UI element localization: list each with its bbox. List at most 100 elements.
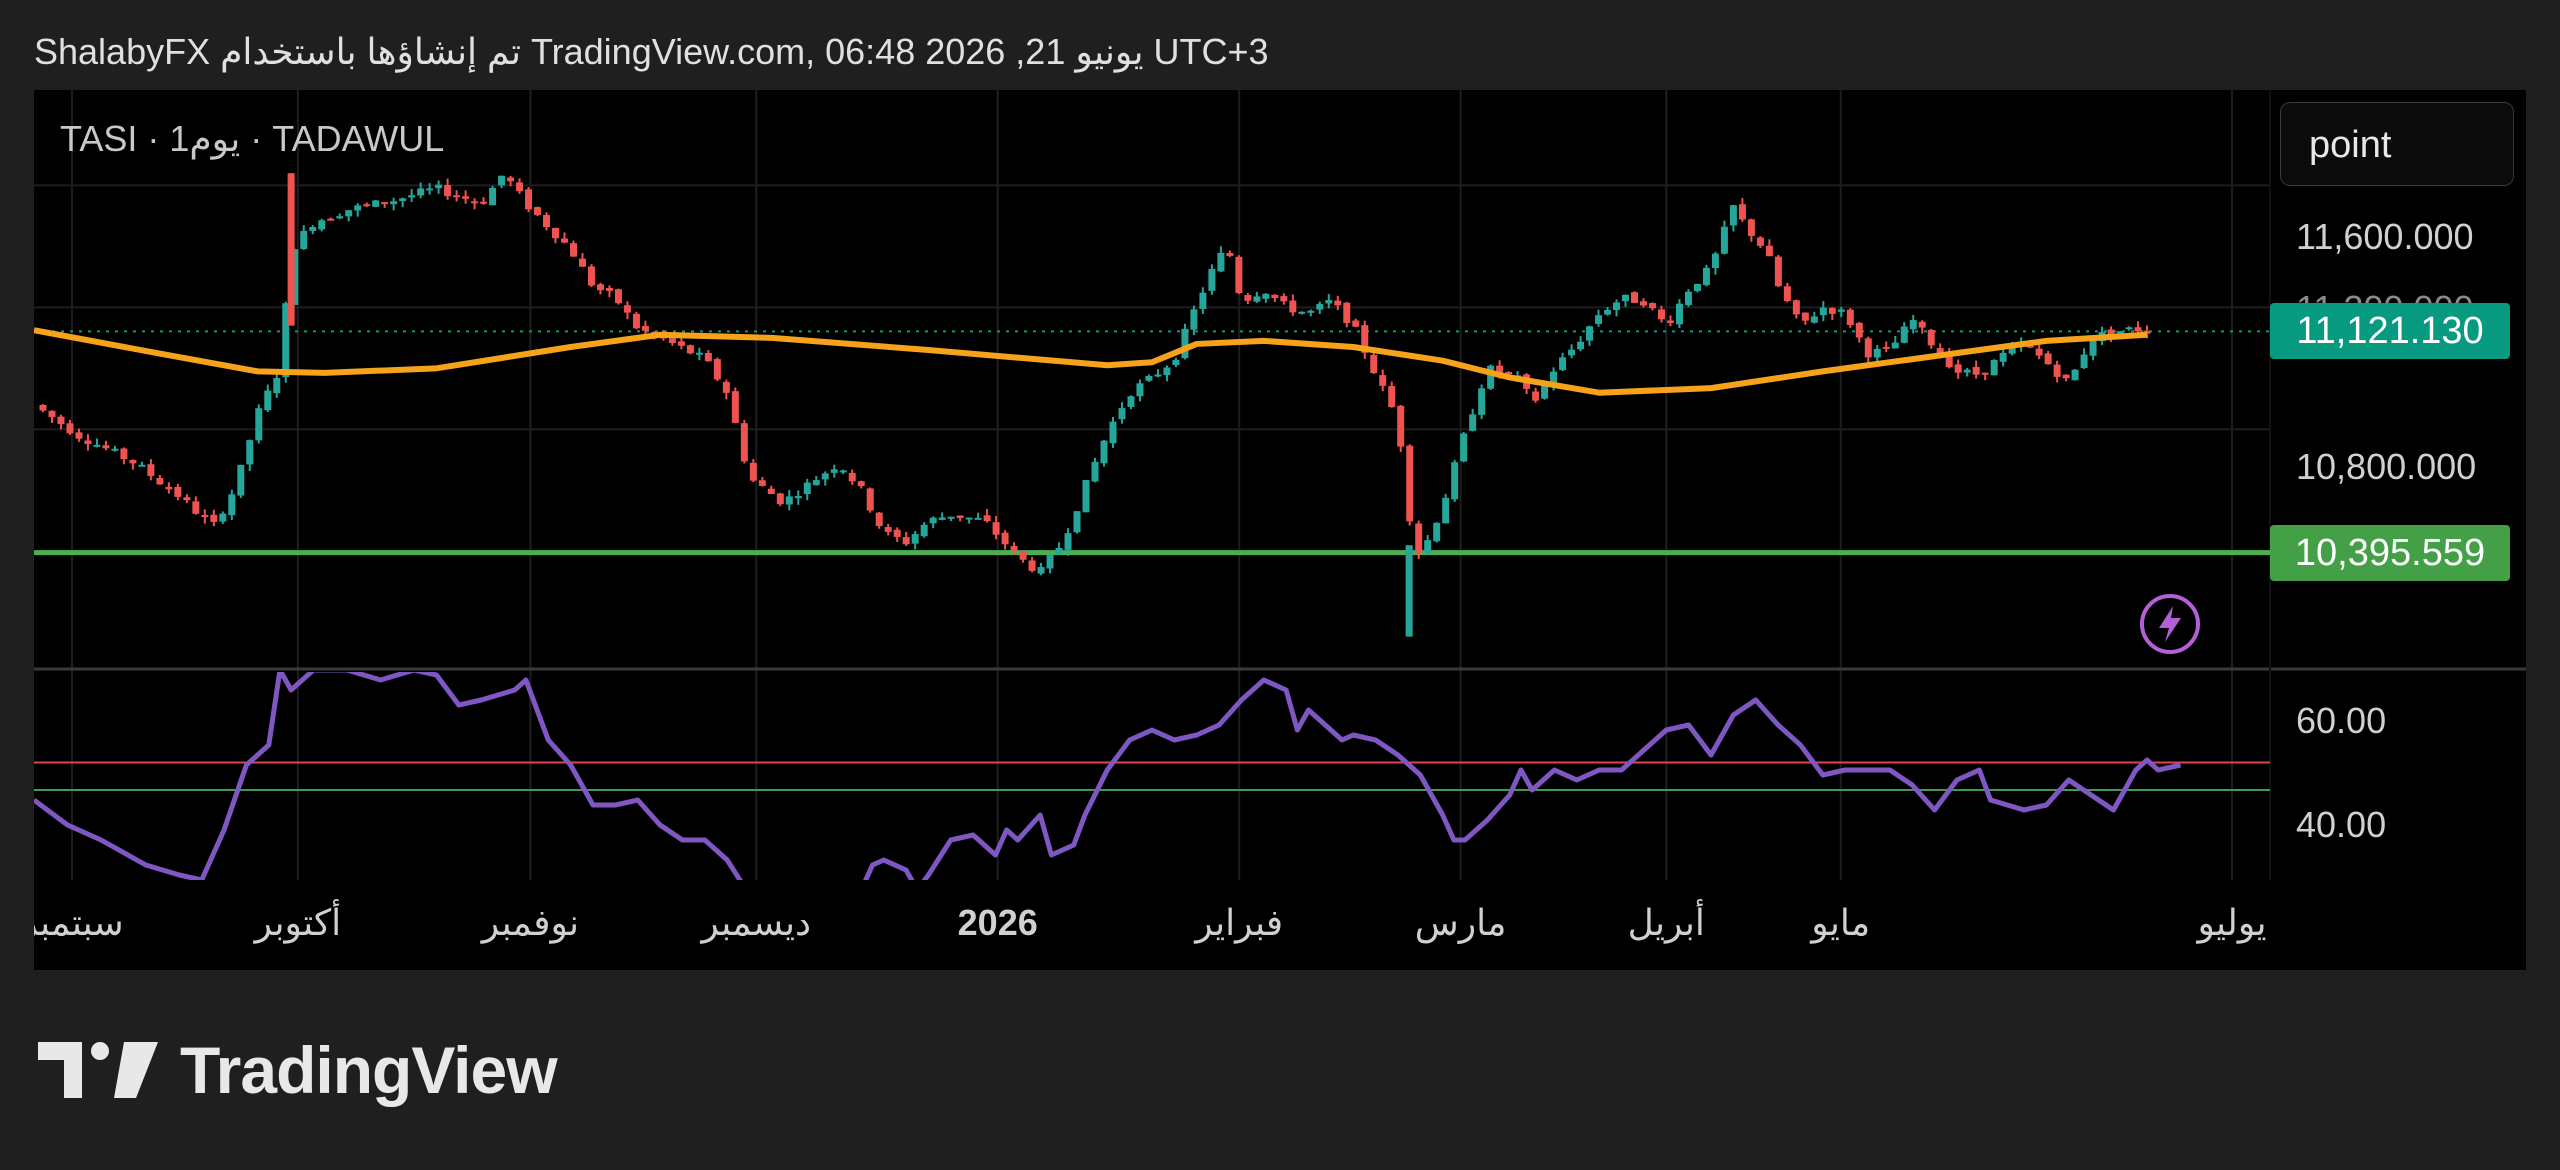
candle-55 <box>534 207 542 215</box>
price-tick-10800: 10,800.000 <box>2296 446 2477 487</box>
chart-panel[interactable]: TASI · 1يوم · TADAWUL point 11,600.000 1… <box>34 90 2526 970</box>
candle-81 <box>767 488 775 495</box>
candle-79 <box>749 462 757 481</box>
candle-121 <box>1127 396 1135 407</box>
candle-101 <box>947 516 955 519</box>
candle-89 <box>839 470 847 473</box>
candle-35 <box>354 205 362 211</box>
candle-190 <box>1747 219 1755 236</box>
candle-104 <box>974 517 982 520</box>
candle-156 <box>1442 497 1450 524</box>
candle-14 <box>165 486 173 490</box>
candle-113 <box>1055 547 1063 555</box>
candle-30 <box>309 226 317 231</box>
candle-199 <box>1828 307 1836 314</box>
candle-49 <box>480 201 488 204</box>
candle-0 <box>39 404 47 411</box>
candle-75 <box>713 359 721 380</box>
candle-170 <box>1568 349 1576 356</box>
candle-227 <box>2080 354 2088 368</box>
moving-average-line <box>34 327 2148 396</box>
candle-46 <box>453 195 461 198</box>
candle-43 <box>426 188 434 191</box>
candle-225 <box>2062 374 2070 379</box>
candle-134 <box>1244 294 1252 301</box>
candle-169 <box>1559 357 1567 371</box>
candle-67 <box>641 325 649 331</box>
candle-90 <box>848 472 856 482</box>
candle-107 <box>1001 532 1009 545</box>
candle-4 <box>75 432 83 439</box>
candle-180 <box>1657 309 1665 320</box>
candle-106 <box>992 522 1000 535</box>
candle-136 <box>1262 293 1270 299</box>
candle-78 <box>740 423 748 462</box>
candle-205 <box>1882 346 1890 349</box>
candle-130 <box>1208 268 1216 291</box>
candle-224 <box>2053 364 2061 377</box>
candle-217 <box>1990 359 1998 376</box>
candle-231 <box>2116 331 2124 334</box>
candle-133 <box>1235 256 1243 294</box>
candle-129 <box>1199 292 1207 309</box>
candle-114 <box>1064 533 1072 550</box>
candle-50 <box>489 187 497 206</box>
candle-117 <box>1091 461 1099 482</box>
candle-147 <box>1361 325 1369 353</box>
chart-header: ShalabyFX تم إنشاؤها باستخدام TradingVie… <box>34 31 1269 72</box>
candle-70 <box>668 338 676 344</box>
candle-215 <box>1972 366 1980 375</box>
candle-162 <box>1496 365 1504 374</box>
candle-18 <box>201 515 209 518</box>
lightning-icon[interactable] <box>2140 594 2200 654</box>
candle-86 <box>812 480 820 486</box>
candle-7 <box>102 445 110 449</box>
candle-173 <box>1595 315 1603 324</box>
candle-146 <box>1352 320 1360 327</box>
candle-115 <box>1073 511 1081 533</box>
candle-19 <box>210 514 218 522</box>
candle-142 <box>1316 303 1324 310</box>
candle-98 <box>920 524 928 537</box>
candle-193 <box>1774 256 1782 287</box>
candle-149 <box>1379 375 1387 386</box>
candle-13 <box>156 477 164 485</box>
candle-91 <box>857 481 865 487</box>
candle-120 <box>1118 408 1126 420</box>
candle-187 <box>1720 226 1728 254</box>
candle-185 <box>1702 267 1710 286</box>
candle-178 <box>1639 301 1647 306</box>
candle-175 <box>1613 302 1621 311</box>
candle-45 <box>444 185 452 197</box>
candle-195 <box>1792 300 1800 315</box>
candle-20 <box>219 513 227 522</box>
candle-10 <box>129 459 137 464</box>
candle-123 <box>1145 375 1153 381</box>
candle-206 <box>1891 342 1899 349</box>
candle-210 <box>1927 329 1935 346</box>
candle-192 <box>1765 245 1773 257</box>
point-mode-button[interactable]: point <box>2280 102 2514 186</box>
candle-179 <box>1648 303 1656 309</box>
x-tick-8: مايو <box>1811 902 1871 943</box>
candle-95 <box>893 529 901 537</box>
candle-76 <box>722 381 730 393</box>
brand-name: TradingView <box>180 1033 558 1107</box>
last-price-badge: 11,121.130 <box>2270 303 2510 360</box>
candle-144 <box>1334 300 1342 306</box>
candle-191 <box>1756 237 1764 246</box>
candle-97 <box>911 534 919 544</box>
candle-61 <box>587 266 595 286</box>
candle-219 <box>2008 346 2016 354</box>
candle-177 <box>1631 292 1639 303</box>
candle-208 <box>1909 320 1917 330</box>
candle-155 <box>1433 522 1441 542</box>
candle-214 <box>1963 369 1971 373</box>
candle-37 <box>372 200 380 207</box>
candle-228 <box>2089 339 2097 356</box>
chart-canvas[interactable] <box>34 90 2526 970</box>
candle-56 <box>543 215 551 228</box>
tradingview-logo: TradingView <box>38 1030 558 1110</box>
candle-44 <box>435 184 443 189</box>
candle-212 <box>1945 352 1953 368</box>
